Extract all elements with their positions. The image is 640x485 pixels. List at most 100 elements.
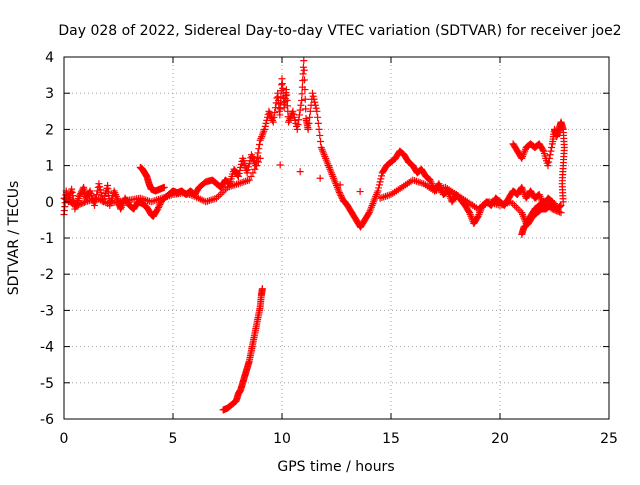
series-outlier-drop — [518, 200, 558, 238]
chart-title: Day 028 of 2022, Sidereal Day-to-day VTE… — [58, 23, 621, 39]
data-point — [77, 189, 85, 197]
data-point — [233, 180, 241, 188]
y-tick-label: -1 — [40, 231, 54, 247]
y-tick-label: 4 — [45, 50, 54, 66]
data-point — [155, 202, 163, 210]
data-point — [411, 177, 419, 185]
data-point — [231, 181, 239, 189]
data-point — [154, 205, 162, 213]
data-point — [378, 172, 386, 180]
data-point — [382, 192, 390, 200]
data-point — [147, 198, 155, 206]
data-point — [557, 201, 565, 209]
data-point — [314, 119, 322, 127]
data-point — [251, 165, 259, 173]
y-tick-label: 3 — [45, 86, 54, 102]
data-point — [514, 205, 522, 213]
data-point — [300, 57, 308, 65]
x-tick-label: 10 — [273, 431, 291, 447]
data-point — [236, 179, 244, 187]
data-point — [245, 176, 253, 184]
data-point — [375, 181, 383, 189]
y-tick-label: 2 — [45, 122, 54, 138]
data-point — [242, 177, 250, 185]
data-point — [301, 76, 309, 84]
axis-tick-labels: 0 5 10 15 20 25 -6 -5 -4 -3 -2 -1 0 1 2 3 4 — [40, 50, 618, 447]
y-tick-label: 0 — [45, 195, 54, 211]
data-point — [380, 193, 388, 201]
data-point — [473, 213, 481, 221]
data-point — [278, 81, 286, 89]
data-point — [548, 144, 556, 151]
data-point — [295, 111, 303, 119]
data-point — [311, 98, 319, 106]
data-point — [294, 121, 302, 129]
data-point — [234, 172, 242, 180]
data-point — [335, 188, 343, 196]
y-tick-label: -6 — [40, 412, 54, 428]
data-point — [96, 183, 104, 191]
data-point — [556, 202, 564, 210]
data-point — [234, 180, 242, 188]
data-point — [91, 201, 99, 209]
data-point — [317, 137, 325, 145]
x-tick-label: 20 — [491, 431, 509, 447]
data-point — [304, 125, 312, 133]
data-point — [276, 161, 284, 169]
data-point — [254, 158, 262, 166]
data-point — [337, 191, 345, 199]
data-point — [204, 197, 212, 205]
data-point — [247, 172, 255, 180]
data-point — [551, 200, 558, 208]
x-tick-label: 25 — [600, 431, 618, 447]
data-point — [255, 145, 263, 153]
x-axis-label: GPS time / hours — [277, 459, 394, 475]
data-point — [149, 197, 157, 205]
y-tick-label: 1 — [45, 159, 54, 175]
data-point — [315, 125, 323, 133]
data-point — [240, 178, 248, 186]
data-point — [301, 95, 309, 103]
data-point — [313, 107, 321, 115]
data-point — [213, 194, 221, 202]
data-point — [249, 169, 257, 177]
data-point — [338, 193, 346, 201]
series-hump-3.5h — [136, 163, 168, 195]
data-point — [299, 63, 307, 71]
series-late-branch — [509, 118, 568, 206]
data-point — [262, 119, 270, 127]
data-point — [314, 113, 322, 121]
data-point — [291, 116, 299, 124]
axis-ticks — [63, 56, 610, 420]
data-point — [258, 285, 266, 293]
data-point — [236, 166, 244, 174]
data-point — [276, 105, 284, 113]
data-point — [306, 107, 314, 115]
data-point — [298, 96, 306, 104]
data-point — [305, 119, 313, 127]
data-point — [243, 177, 251, 185]
data-point — [261, 122, 269, 130]
data-point — [375, 184, 383, 192]
data-point — [97, 189, 105, 197]
data-point — [309, 89, 317, 97]
data-point — [376, 178, 384, 186]
data-point — [335, 187, 343, 195]
y-tick-label: -2 — [40, 267, 54, 283]
y-tick-label: -3 — [40, 303, 54, 319]
data-point — [544, 162, 552, 170]
data-point — [207, 196, 215, 204]
x-tick-label: 0 — [60, 431, 69, 447]
data-point — [270, 113, 278, 121]
data-point — [310, 95, 318, 103]
data-point — [160, 183, 168, 191]
data-point — [96, 186, 104, 194]
data-point — [300, 66, 308, 74]
data-marks — [60, 57, 568, 414]
data-point — [559, 198, 567, 206]
data-point — [154, 204, 162, 212]
data-point — [289, 107, 297, 115]
data-point — [80, 198, 88, 206]
